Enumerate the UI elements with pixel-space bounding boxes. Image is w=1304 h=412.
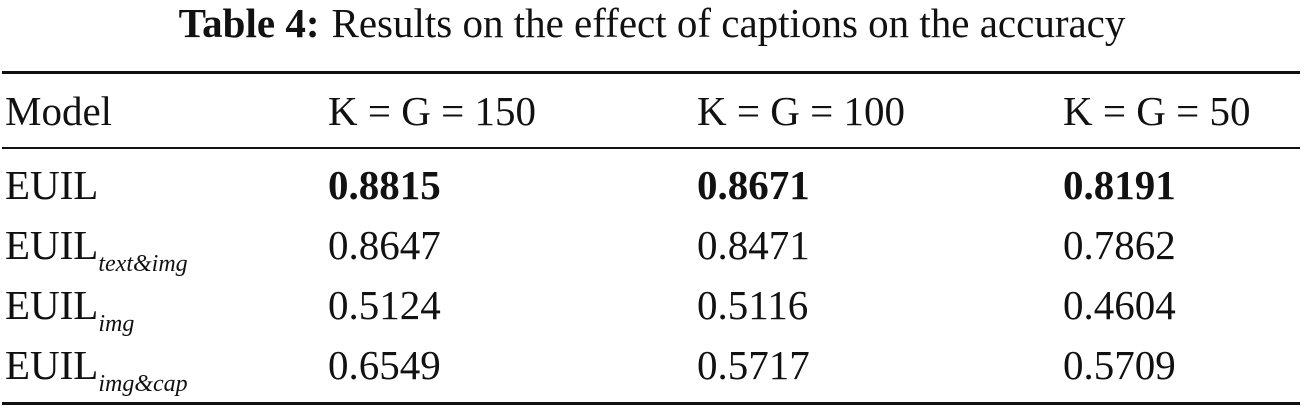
value-cell: 0.8191 [1063, 162, 1176, 208]
value-cell: 0.5717 [697, 342, 810, 388]
header-cell: K = G = 50 [1063, 88, 1251, 134]
value-cell: 0.8647 [328, 222, 441, 268]
mid-rule [2, 147, 1300, 149]
header-cell: K = G = 100 [697, 88, 905, 134]
model-cell: EUILimg&cap [5, 340, 188, 397]
model-name: EUIL [5, 342, 99, 388]
value-cell: 0.4604 [1063, 282, 1176, 328]
value-cell: 0.6549 [328, 342, 441, 388]
bottom-rule [2, 402, 1300, 405]
model-name: EUIL [5, 222, 99, 268]
value-cell: 0.8671 [697, 162, 810, 208]
model-name: EUIL [5, 162, 99, 208]
value-cell: 0.7862 [1063, 222, 1176, 268]
value-cell: 0.5116 [697, 282, 809, 328]
model-subscript: text&img [98, 251, 188, 277]
caption-label: Table 4: [178, 0, 320, 46]
caption-text: Results on the effect of captions on the… [331, 0, 1126, 46]
model-cell: EUIL [5, 160, 98, 210]
value-cell: 0.8471 [697, 222, 810, 268]
model-subscript: img [98, 311, 135, 337]
table-caption: Table 4: Results on the effect of caption… [0, 0, 1304, 46]
model-cell: EUILimg [5, 280, 134, 337]
header-cell: K = G = 150 [328, 88, 536, 134]
value-cell: 0.5124 [328, 282, 441, 328]
model-name: EUIL [5, 282, 99, 328]
value-cell: 0.5709 [1063, 342, 1176, 388]
top-rule [2, 71, 1300, 74]
header-cell: Model [5, 88, 113, 134]
value-cell: 0.8815 [328, 162, 441, 208]
model-subscript: img&cap [98, 371, 188, 397]
model-cell: EUILtext&img [5, 220, 188, 277]
